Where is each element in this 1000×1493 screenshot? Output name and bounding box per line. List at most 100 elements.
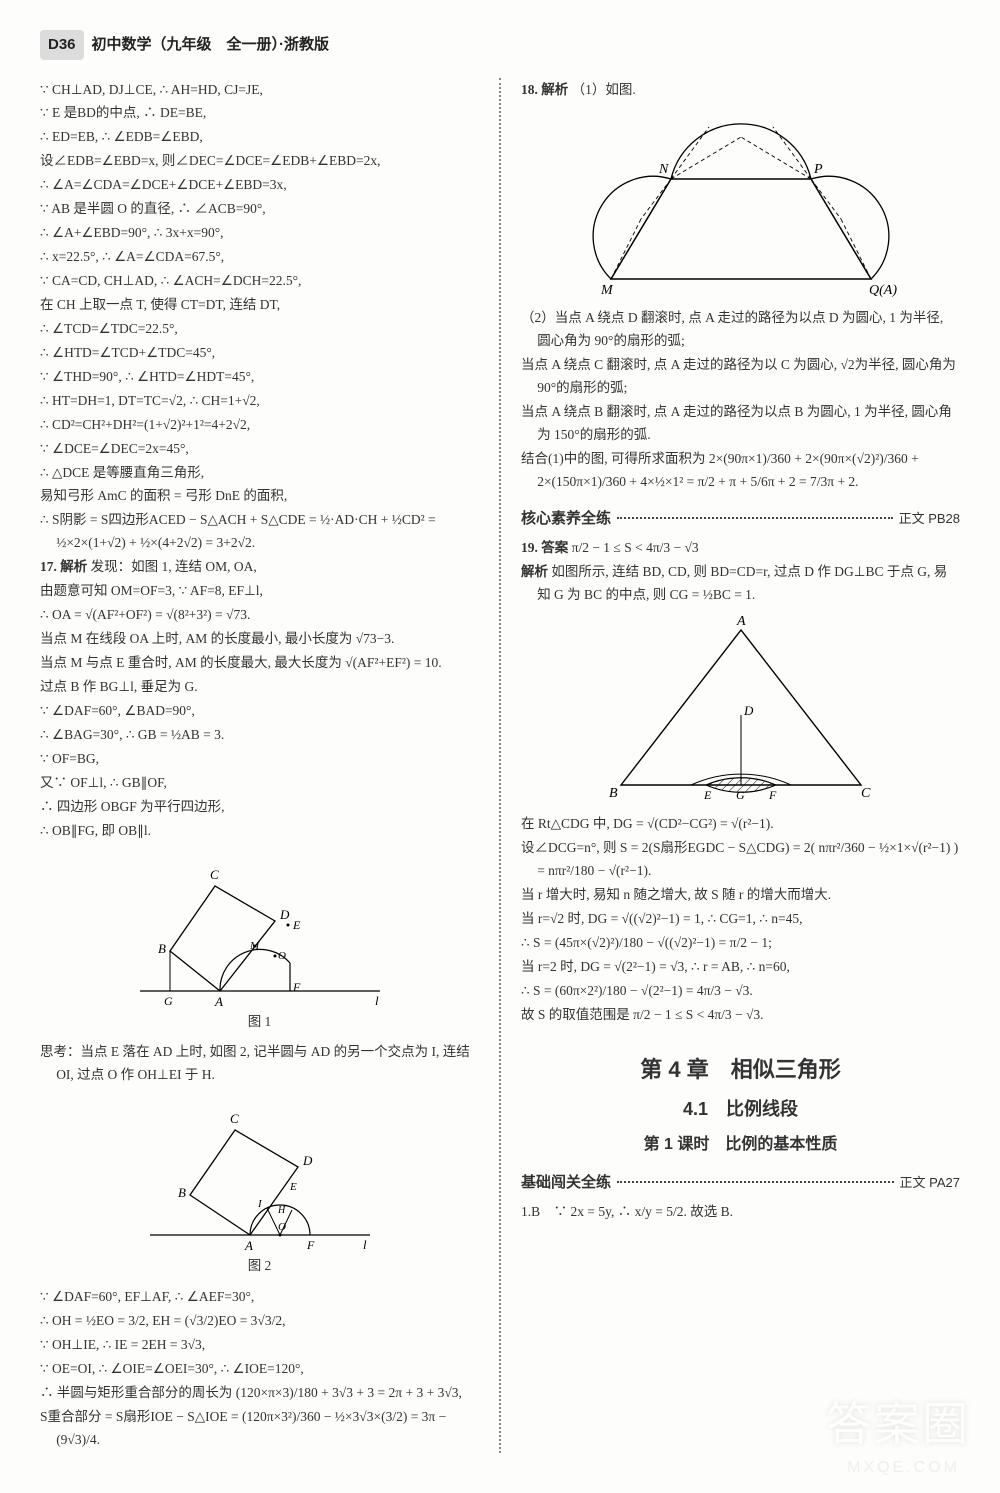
svg-text:F: F	[306, 1238, 315, 1252]
question-18: 18. 解析 （1）如图.	[521, 79, 960, 102]
proof-line: ∴ HT=DH=1, DT=TC=√2, ∴ CH=1+√2,	[40, 390, 479, 413]
q18-number: 18.	[521, 82, 538, 97]
page-header: D36 初中数学（九年级 全一册）·浙教版	[40, 30, 960, 60]
figure-19-svg: A B C D E G F	[591, 615, 891, 805]
q17b-line: ∵ OH⊥IE, ∴ IE = 2EH = 3√3,	[40, 1334, 479, 1357]
section-title: 4.1 比例线段	[521, 1094, 960, 1125]
q18-line: （2）当点 A 绕点 D 翻滚时, 点 A 走过的路径为以点 D 为圆心, 1 …	[521, 307, 960, 353]
page-number-badge: D36	[40, 30, 84, 60]
section-jichu: 基础闯关全练 正文 PA27	[521, 1170, 960, 1196]
lesson-title: 第 1 课时 比例的基本性质	[521, 1131, 960, 1158]
figure-18: M Q(A) N P	[521, 109, 960, 299]
figure-2: l A B C D F O I E H 图 2	[40, 1095, 479, 1278]
q19b-line: 当 r 增大时, 易知 n 随之增大, 故 S 随 r 的增大而增大.	[521, 884, 960, 907]
svg-text:G: G	[736, 788, 745, 802]
q17-line: 过点 B 作 BG⊥l, 垂足为 G.	[40, 676, 479, 699]
svg-text:B: B	[158, 941, 166, 956]
left-column: ∵ CH⊥AD, DJ⊥CE, ∴ AH=HD, CJ=JE, ∵ E 是BD的…	[40, 78, 479, 1453]
q19b-line: 设∠DCG=n°, 则 S = 2(S扇形EGDC − S△CDG) = 2( …	[521, 837, 960, 883]
q18-part1: （1）如图.	[572, 82, 636, 97]
chapter-title: 第 4 章 相似三角形	[521, 1051, 960, 1088]
q19-number: 19.	[521, 540, 538, 555]
svg-text:E: E	[703, 788, 712, 802]
q18-formula: 结合(1)中的图, 可得所求面积为 2×(90π×1)/360 + 2×(90π…	[521, 448, 960, 494]
figure-18-svg: M Q(A) N P	[551, 109, 931, 299]
svg-text:B: B	[609, 786, 618, 801]
svg-text:D: D	[302, 1153, 313, 1168]
svg-text:F: F	[292, 980, 301, 994]
figure-2-caption: 图 2	[40, 1255, 479, 1278]
question-1: 1.B ∵ 2x = 5y, ∴ x/y = 5/2. 故选 B.	[521, 1201, 960, 1224]
proof-line: ∵ ∠DCE=∠DEC=2x=45°,	[40, 438, 479, 461]
q18-label: 解析	[541, 82, 568, 97]
svg-text:Q(A): Q(A)	[869, 283, 897, 298]
question-17: 17. 解析 发现：如图 1, 连结 OM, OA,	[40, 556, 479, 579]
q19-line: 如图所示, 连结 BD, CD, 则 BD=CD=r, 过点 D 作 DG⊥BC…	[537, 564, 947, 602]
q19b-line: 在 Rt△CDG 中, DG = √(CD²−CG²) = √(r²−1).	[521, 813, 960, 836]
figure-2-svg: l A B C D F O I E H	[140, 1095, 380, 1255]
svg-text:P: P	[813, 162, 823, 177]
svg-text:A: A	[214, 994, 223, 1009]
proof-line: ∴ x=22.5°, ∴ ∠A=∠CDA=67.5°,	[40, 246, 479, 269]
q17-line: 由题意可知 OM=OF=3, ∵ AF=8, EF⊥l,	[40, 580, 479, 603]
hexin-label: 核心素养全练	[521, 506, 611, 532]
q19-answer-label: 答案	[541, 540, 568, 555]
q19-explain: 解析 如图所示, 连结 BD, CD, 则 BD=CD=r, 过点 D 作 DG…	[521, 561, 960, 607]
q18-line: 当点 A 绕点 C 翻滚时, 点 A 走过的路径为以 C 为圆心, √2为半径,…	[521, 354, 960, 400]
q19b-line: ∴ S = (60π×2²)/180 − √(2²−1) = 4π/3 − √3…	[521, 980, 960, 1003]
svg-text:l: l	[363, 1237, 367, 1252]
q17-line: ∴ OB∥FG, 即 OB∥l.	[40, 820, 479, 843]
proof-line: ∵ ∠THD=90°, ∴ ∠HTD=∠HDT=45°,	[40, 366, 479, 389]
question-19: 19. 答案 π/2 − 1 ≤ S < 4π/3 − √3	[521, 537, 960, 560]
proof-line: ∵ CH⊥AD, DJ⊥CE, ∴ AH=HD, CJ=JE,	[40, 79, 479, 102]
q17b-line: ∴ OH = ½EO = 3/2, EH = (√3/2)EO = 3√3/2,	[40, 1310, 479, 1333]
q17-line: 当点 M 与点 E 重合时, AM 的长度最大, 最大长度为 √(AF²+EF²…	[40, 652, 479, 675]
figure-1: l A B C D F E O M	[40, 851, 479, 1034]
q17-line: 当点 M 在线段 OA 上时, AM 的长度最小, 最小长度为 √73−3.	[40, 628, 479, 651]
proof-line: ∴ CD²=CH²+DH²=(1+√2)²+1²=4+2√2,	[40, 414, 479, 437]
q19b-line: 当 r=√2 时, DG = √((√2)²−1) = 1, ∴ CG=1, ∴…	[521, 908, 960, 931]
proof-line: ∴ ∠HTD=∠TCD+∠TDC=45°,	[40, 342, 479, 365]
svg-text:E: E	[289, 1181, 297, 1193]
svg-text:E: E	[292, 918, 301, 932]
svg-text:A: A	[736, 615, 746, 629]
proof-line: 在 CH 上取一点 T, 使得 CT=DT, 连结 DT,	[40, 294, 479, 317]
proof-line: ∴ ∠A=∠CDA=∠DCE+∠DCE+∠EBD=3x,	[40, 174, 479, 197]
proof-final-line: ∴ S阴影 = S四边形ACED − S△ACH + S△CDE = ½·AD·…	[40, 509, 479, 555]
svg-text:G: G	[164, 994, 173, 1008]
svg-text:C: C	[210, 867, 219, 882]
figure-1-caption: 图 1	[40, 1011, 479, 1034]
q17-line: ∵ OF=BG,	[40, 748, 479, 771]
two-column-layout: ∵ CH⊥AD, DJ⊥CE, ∴ AH=HD, CJ=JE, ∵ E 是BD的…	[40, 78, 960, 1453]
q17-think: 思考：当点 E 落在 AD 上时, 如图 2, 记半圆与 AD 的另一个交点为 …	[40, 1041, 479, 1087]
q17b-line: S重合部分 = S扇形IOE − S△IOE = (120π×3²)/360 −…	[40, 1406, 479, 1452]
hexin-ref: 正文 PB28	[899, 508, 960, 530]
column-divider	[499, 78, 501, 1453]
q17b-line: ∵ ∠DAF=60°, EF⊥AF, ∴ ∠AEF=30°,	[40, 1286, 479, 1309]
svg-text:I: I	[257, 1198, 263, 1210]
proof-block: ∵ CH⊥AD, DJ⊥CE, ∴ AH=HD, CJ=JE, ∵ E 是BD的…	[40, 79, 479, 556]
figure-19: A B C D E G F	[521, 615, 960, 805]
q18-line: 当点 A 绕点 B 翻滚时, 点 A 走过的路径为以点 B 为圆心, 1 为半径…	[521, 401, 960, 447]
proof-line: ∵ CA=CD, CH⊥AD, ∴ ∠ACH=∠DCH=22.5°,	[40, 270, 479, 293]
proof-line: ∴ ∠A+∠EBD=90°, ∴ 3x+x=90°,	[40, 222, 479, 245]
q17-line: 又∵ OF⊥l, ∴ GB∥OF,	[40, 772, 479, 795]
q19b-line: 当 r=2 时, DG = √(2²−1) = √3, ∴ r = AB, ∴ …	[521, 956, 960, 979]
svg-text:F: F	[768, 788, 777, 802]
proof-line: 设∠EDB=∠EBD=x, 则∠DEC=∠DCE=∠EDB+∠EBD=2x,	[40, 150, 479, 173]
q17-label: 解析	[60, 559, 87, 574]
q17b-line: ∴ 半圆与矩形重合部分的周长为 (120×π×3)/180 + 3√3 + 3 …	[40, 1382, 479, 1405]
proof-line: 易知弓形 AmC 的面积 = 弓形 DnE 的面积,	[40, 485, 479, 508]
q17-line: ∴ 四边形 OBGF 为平行四边形,	[40, 796, 479, 819]
jichu-ref: 正文 PA27	[900, 1172, 960, 1194]
q19-answer: π/2 − 1 ≤ S < 4π/3 − √3	[572, 540, 699, 555]
page-title: 初中数学（九年级 全一册）·浙教版	[92, 32, 330, 58]
right-column: 18. 解析 （1）如图. M Q(A) N P	[521, 78, 960, 1453]
q19b-line: 故 S 的取值范围是 π/2 − 1 ≤ S < 4π/3 − √3.	[521, 1004, 960, 1027]
svg-text:O: O	[278, 950, 286, 962]
q17-line: ∵ ∠DAF=60°, ∠BAD=90°,	[40, 700, 479, 723]
q17-line: ∴ ∠BAG=30°, ∴ GB = ½AB = 3.	[40, 724, 479, 747]
dotted-leader	[617, 1180, 894, 1183]
svg-text:C: C	[861, 786, 871, 801]
jichu-label: 基础闯关全练	[521, 1170, 611, 1196]
